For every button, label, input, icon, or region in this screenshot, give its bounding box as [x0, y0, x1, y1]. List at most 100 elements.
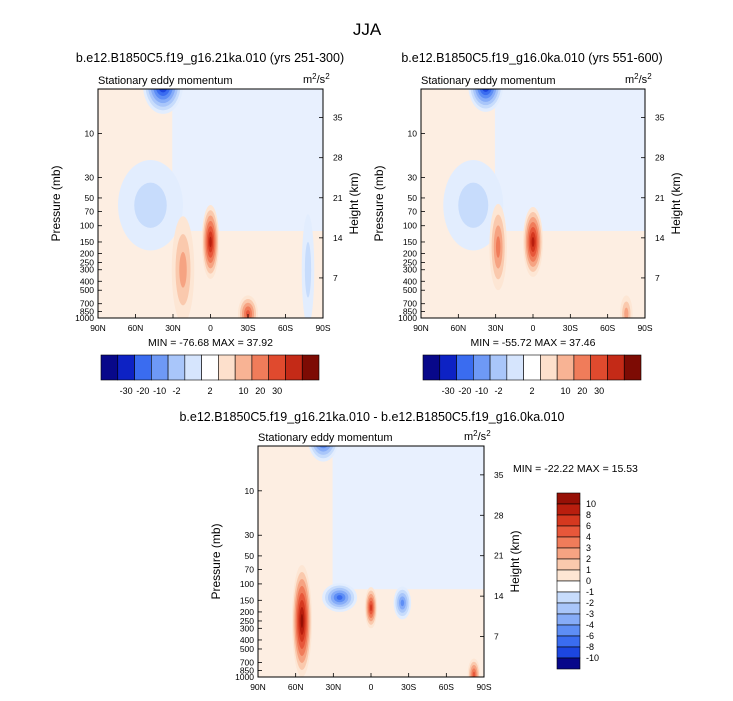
panel3-weak-negative-region: [332, 446, 484, 590]
panel2-colorbar-label-3: -2: [494, 386, 502, 396]
panel2-colorbar-box-8: [556, 354, 575, 381]
panel1-colorbar-box-8: [234, 354, 253, 381]
panel3-plot: [257, 445, 485, 678]
panel1-colorbar: [100, 354, 320, 381]
panel1-ytick-6: 200: [80, 248, 94, 258]
panel3-colorbar-label-1: 8: [586, 510, 591, 520]
panel1-htick-3: 14: [333, 233, 343, 243]
panel3-blob-0-level-3: [315, 446, 331, 452]
panel3-ytick-7: 250: [240, 616, 254, 626]
panel1-blob-0-level-5: [155, 89, 171, 96]
panel2-blob-0-level-6: [482, 89, 490, 92]
panel2-blob-4-level-2: [624, 307, 629, 318]
panel2-colorbar-label-5: 10: [561, 386, 571, 396]
panel3-colorbar-label-11: -4: [586, 620, 594, 630]
panel1-colorbar-box-12: [301, 354, 320, 381]
panel3-ytick-0: 10: [245, 486, 255, 496]
panel3-ylabel: Pressure (mb): [209, 523, 223, 599]
panel2-colorbar-box-2: [456, 354, 474, 381]
panel2-ytick-4: 100: [403, 221, 417, 231]
panel1-units-units_base: m: [303, 74, 312, 86]
panel2-ytick-5: 150: [403, 237, 417, 247]
panel1-colorbar-label-4: 2: [207, 386, 212, 396]
panel1-blob-4-level-1: [304, 241, 312, 298]
panel2-units: m2/s2: [625, 72, 652, 86]
panel1-blob-0-level-6: [158, 89, 168, 93]
panel1-htick-4: 7: [333, 273, 338, 283]
panel1-ytick-1: 30: [85, 172, 95, 182]
panel3-ytick-2: 50: [245, 551, 255, 561]
panel3-colorbar-box-13: [556, 635, 581, 648]
panel1-ytick-13: 1000: [75, 313, 94, 323]
panel2-xtick-5: 60S: [600, 323, 615, 333]
panel2-xtick-6: 90S: [637, 323, 652, 333]
panel3-colorbar-box-3: [556, 525, 581, 538]
panel2-ytick-8: 300: [403, 265, 417, 275]
panel3-htick-3: 14: [494, 591, 504, 601]
panel1-colorbar-box-1: [117, 354, 135, 381]
panel3-colorbar-box-10: [556, 602, 581, 615]
panel1-ylabel: Pressure (mb): [49, 165, 63, 241]
figure-title: JJA: [353, 20, 382, 39]
panel3-colorbar-box-4: [556, 536, 581, 549]
panel1-units-units_mid: /s: [317, 74, 326, 86]
panel3-ytick-10: 500: [240, 644, 254, 654]
panel1-colorbar-label-2: -10: [153, 386, 166, 396]
panel1-colorbar-box-0: [100, 354, 119, 381]
panel3-xtick-5: 60S: [439, 682, 454, 692]
panel2-xtick-2: 30N: [488, 323, 504, 333]
panel1-ytick-9: 400: [80, 276, 94, 286]
panel3-ytick-13: 1000: [235, 672, 254, 682]
panel2-xtick-4: 30S: [563, 323, 578, 333]
panel3-units: m2/s2: [464, 429, 491, 443]
panel2-colorbar-label-4: 2: [529, 386, 534, 396]
panel1-xtick-5: 60S: [278, 323, 293, 333]
panel2-xtick-1: 60N: [451, 323, 467, 333]
panel2-colorbar: [422, 354, 642, 381]
panel3-blob-3-level-5: [369, 604, 373, 612]
panel3-colorbar-label-14: -10: [586, 653, 599, 663]
panel1-ylabel-right: Height (km): [347, 172, 361, 234]
panel2-colorbar-label-2: -10: [475, 386, 488, 396]
panel1-xtick-6: 90S: [315, 323, 330, 333]
panel1-ytick-11: 700: [80, 299, 94, 309]
panel3-colorbar-label-7: 0: [586, 576, 591, 586]
panel2-field: [421, 89, 645, 318]
panel1-ytick-7: 250: [80, 257, 94, 267]
panel1-blob-5-level-4: [246, 310, 250, 318]
panel2-colorbar-box-10: [590, 354, 608, 381]
panel1-ytick-10: 500: [80, 285, 94, 295]
panel1-colorbar-label-0: -30: [120, 386, 133, 396]
panel3-xtick-4: 30S: [401, 682, 416, 692]
panel1-title: b.e12.B1850C5.f19_g16.21ka.010 (yrs 251-…: [76, 51, 344, 65]
panel3-htick-0: 35: [494, 470, 504, 480]
panel3-htick-1: 28: [494, 510, 504, 520]
panel2-blob-1-level-1: [458, 182, 489, 228]
panel3-colorbar-label-9: -2: [586, 598, 594, 608]
panel1-colorbar-box-6: [201, 354, 219, 381]
panel3-colorbar-label-3: 4: [586, 532, 591, 542]
panel1-colorbar-box-2: [134, 354, 152, 381]
panel1-ytick-5: 150: [80, 237, 94, 247]
panel3-colorbar-box-1: [556, 503, 581, 516]
panel3-colorbar-label-4: 3: [586, 543, 591, 553]
panel3-colorbar-label-10: -3: [586, 609, 594, 619]
panel3-ytick-3: 70: [245, 564, 255, 574]
panel3-colorbar-box-15: [556, 657, 581, 670]
panel3-blob-4-level-4: [400, 599, 405, 607]
panel3-ytick-9: 400: [240, 635, 254, 645]
panel3-colorbar-box-5: [556, 547, 581, 560]
panel3-colorbar-box-11: [556, 613, 581, 626]
panel2-title: b.e12.B1850C5.f19_g16.0ka.010 (yrs 551-6…: [401, 51, 662, 65]
panel2-ytick-11: 700: [403, 299, 417, 309]
panel2-blob-3-level-6: [531, 236, 535, 247]
panel3-colorbar: [556, 492, 581, 670]
panel1-colorbar-box-11: [285, 354, 303, 381]
panel2-units-units_exp2: 2: [647, 72, 652, 81]
panel3-field: [258, 446, 484, 677]
panel3-htick-4: 7: [494, 632, 499, 642]
panel3-colorbar-label-5: 2: [586, 554, 591, 564]
panel3-ytick-11: 700: [240, 658, 254, 668]
panel1-htick-1: 28: [333, 153, 343, 163]
